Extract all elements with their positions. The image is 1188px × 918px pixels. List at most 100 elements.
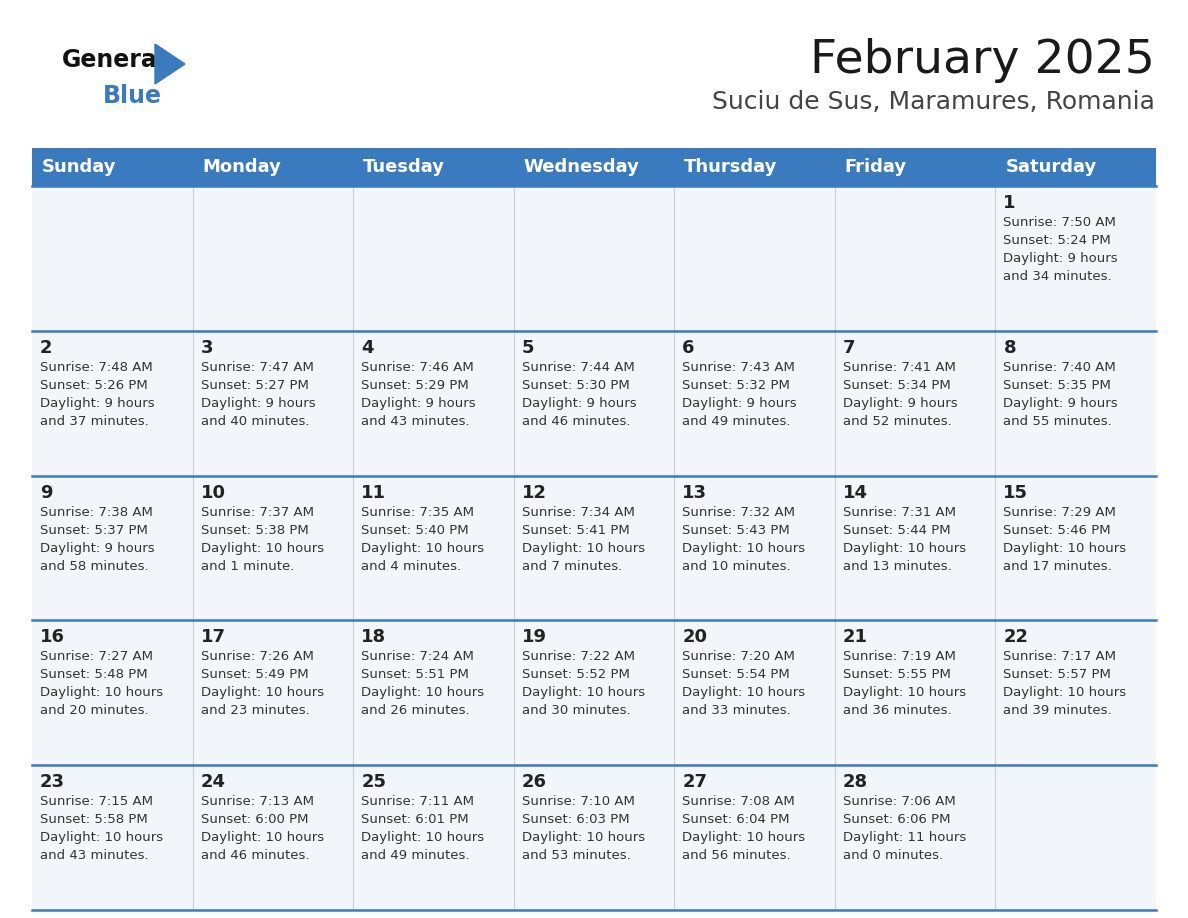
Text: and 23 minutes.: and 23 minutes. xyxy=(201,704,309,717)
Text: Sunrise: 7:17 AM: Sunrise: 7:17 AM xyxy=(1004,650,1117,664)
Text: Sunrise: 7:35 AM: Sunrise: 7:35 AM xyxy=(361,506,474,519)
Text: Daylight: 10 hours: Daylight: 10 hours xyxy=(40,687,163,700)
Text: Sunset: 5:38 PM: Sunset: 5:38 PM xyxy=(201,523,309,537)
Text: 9: 9 xyxy=(40,484,52,501)
Text: 23: 23 xyxy=(40,773,65,791)
Text: 19: 19 xyxy=(522,629,546,646)
Bar xyxy=(32,766,1156,910)
Text: Sunset: 6:00 PM: Sunset: 6:00 PM xyxy=(201,813,308,826)
Text: and 7 minutes.: and 7 minutes. xyxy=(522,560,623,573)
Text: Sunset: 5:52 PM: Sunset: 5:52 PM xyxy=(522,668,630,681)
Text: Daylight: 10 hours: Daylight: 10 hours xyxy=(682,687,805,700)
Text: and 46 minutes.: and 46 minutes. xyxy=(201,849,309,862)
Text: Sunset: 5:54 PM: Sunset: 5:54 PM xyxy=(682,668,790,681)
Text: Thursday: Thursday xyxy=(684,158,778,176)
Text: Sunset: 5:55 PM: Sunset: 5:55 PM xyxy=(842,668,950,681)
Text: and 36 minutes.: and 36 minutes. xyxy=(842,704,952,717)
Text: Sunset: 6:06 PM: Sunset: 6:06 PM xyxy=(842,813,950,826)
Text: Sunrise: 7:46 AM: Sunrise: 7:46 AM xyxy=(361,361,474,374)
Text: Daylight: 10 hours: Daylight: 10 hours xyxy=(682,831,805,845)
Text: and 10 minutes.: and 10 minutes. xyxy=(682,560,791,573)
Text: 8: 8 xyxy=(1004,339,1016,357)
Text: and 20 minutes.: and 20 minutes. xyxy=(40,704,148,717)
Text: Sunrise: 7:37 AM: Sunrise: 7:37 AM xyxy=(201,506,314,519)
Text: Sunset: 5:43 PM: Sunset: 5:43 PM xyxy=(682,523,790,537)
Text: Sunrise: 7:24 AM: Sunrise: 7:24 AM xyxy=(361,650,474,664)
Text: Sunrise: 7:08 AM: Sunrise: 7:08 AM xyxy=(682,795,795,808)
Text: 12: 12 xyxy=(522,484,546,501)
Text: Sunrise: 7:13 AM: Sunrise: 7:13 AM xyxy=(201,795,314,808)
Text: and 40 minutes.: and 40 minutes. xyxy=(201,415,309,428)
Text: and 30 minutes.: and 30 minutes. xyxy=(522,704,631,717)
Text: Sunset: 5:30 PM: Sunset: 5:30 PM xyxy=(522,379,630,392)
Text: Sunset: 5:24 PM: Sunset: 5:24 PM xyxy=(1004,234,1111,247)
Text: Sunrise: 7:06 AM: Sunrise: 7:06 AM xyxy=(842,795,955,808)
Text: Sunrise: 7:15 AM: Sunrise: 7:15 AM xyxy=(40,795,153,808)
Text: Daylight: 9 hours: Daylight: 9 hours xyxy=(1004,252,1118,265)
Text: 26: 26 xyxy=(522,773,546,791)
Text: 13: 13 xyxy=(682,484,707,501)
Text: Sunset: 5:27 PM: Sunset: 5:27 PM xyxy=(201,379,309,392)
Text: Sunset: 6:01 PM: Sunset: 6:01 PM xyxy=(361,813,469,826)
Text: Wednesday: Wednesday xyxy=(524,158,639,176)
Text: Sunrise: 7:40 AM: Sunrise: 7:40 AM xyxy=(1004,361,1117,374)
Text: Sunrise: 7:29 AM: Sunrise: 7:29 AM xyxy=(1004,506,1117,519)
Text: 5: 5 xyxy=(522,339,535,357)
Text: Monday: Monday xyxy=(203,158,282,176)
Text: Daylight: 9 hours: Daylight: 9 hours xyxy=(361,397,475,409)
Text: Daylight: 9 hours: Daylight: 9 hours xyxy=(40,542,154,554)
Text: Sunrise: 7:34 AM: Sunrise: 7:34 AM xyxy=(522,506,634,519)
Text: Sunset: 5:41 PM: Sunset: 5:41 PM xyxy=(522,523,630,537)
Text: 14: 14 xyxy=(842,484,868,501)
Text: Sunset: 5:49 PM: Sunset: 5:49 PM xyxy=(201,668,308,681)
Text: and 49 minutes.: and 49 minutes. xyxy=(682,415,791,428)
Text: Daylight: 10 hours: Daylight: 10 hours xyxy=(842,542,966,554)
Text: and 52 minutes.: and 52 minutes. xyxy=(842,415,952,428)
Text: and 53 minutes.: and 53 minutes. xyxy=(522,849,631,862)
Text: Blue: Blue xyxy=(103,84,162,108)
Text: Sunrise: 7:47 AM: Sunrise: 7:47 AM xyxy=(201,361,314,374)
Text: 11: 11 xyxy=(361,484,386,501)
Text: 17: 17 xyxy=(201,629,226,646)
Text: 4: 4 xyxy=(361,339,374,357)
Text: Sunset: 5:34 PM: Sunset: 5:34 PM xyxy=(842,379,950,392)
Text: Sunrise: 7:32 AM: Sunrise: 7:32 AM xyxy=(682,506,795,519)
Text: Sunrise: 7:22 AM: Sunrise: 7:22 AM xyxy=(522,650,634,664)
Text: Sunrise: 7:20 AM: Sunrise: 7:20 AM xyxy=(682,650,795,664)
Text: Sunset: 5:46 PM: Sunset: 5:46 PM xyxy=(1004,523,1111,537)
Text: Sunrise: 7:26 AM: Sunrise: 7:26 AM xyxy=(201,650,314,664)
Polygon shape xyxy=(154,44,185,84)
Text: Daylight: 9 hours: Daylight: 9 hours xyxy=(842,397,958,409)
Text: Daylight: 10 hours: Daylight: 10 hours xyxy=(361,831,485,845)
Text: and 58 minutes.: and 58 minutes. xyxy=(40,560,148,573)
Text: Daylight: 9 hours: Daylight: 9 hours xyxy=(201,397,315,409)
Text: General: General xyxy=(62,48,166,72)
Text: Daylight: 10 hours: Daylight: 10 hours xyxy=(361,542,485,554)
Text: Daylight: 11 hours: Daylight: 11 hours xyxy=(842,831,966,845)
Text: Tuesday: Tuesday xyxy=(364,158,446,176)
Text: 28: 28 xyxy=(842,773,868,791)
Text: 15: 15 xyxy=(1004,484,1029,501)
Text: Daylight: 9 hours: Daylight: 9 hours xyxy=(40,397,154,409)
Text: 16: 16 xyxy=(40,629,65,646)
Text: Daylight: 10 hours: Daylight: 10 hours xyxy=(522,542,645,554)
Text: 7: 7 xyxy=(842,339,855,357)
Text: and 17 minutes.: and 17 minutes. xyxy=(1004,560,1112,573)
Text: Sunrise: 7:19 AM: Sunrise: 7:19 AM xyxy=(842,650,955,664)
Text: and 46 minutes.: and 46 minutes. xyxy=(522,415,630,428)
Text: 1: 1 xyxy=(1004,194,1016,212)
Text: and 56 minutes.: and 56 minutes. xyxy=(682,849,791,862)
Text: and 13 minutes.: and 13 minutes. xyxy=(842,560,952,573)
Text: February 2025: February 2025 xyxy=(810,38,1155,83)
Text: Sunset: 5:57 PM: Sunset: 5:57 PM xyxy=(1004,668,1111,681)
Text: Sunrise: 7:31 AM: Sunrise: 7:31 AM xyxy=(842,506,956,519)
Text: Sunset: 5:32 PM: Sunset: 5:32 PM xyxy=(682,379,790,392)
Text: and 26 minutes.: and 26 minutes. xyxy=(361,704,469,717)
Text: Daylight: 9 hours: Daylight: 9 hours xyxy=(682,397,797,409)
Text: Sunset: 5:26 PM: Sunset: 5:26 PM xyxy=(40,379,147,392)
Text: 27: 27 xyxy=(682,773,707,791)
Text: 22: 22 xyxy=(1004,629,1029,646)
Text: Daylight: 10 hours: Daylight: 10 hours xyxy=(522,687,645,700)
Text: Sunrise: 7:48 AM: Sunrise: 7:48 AM xyxy=(40,361,153,374)
Text: 18: 18 xyxy=(361,629,386,646)
